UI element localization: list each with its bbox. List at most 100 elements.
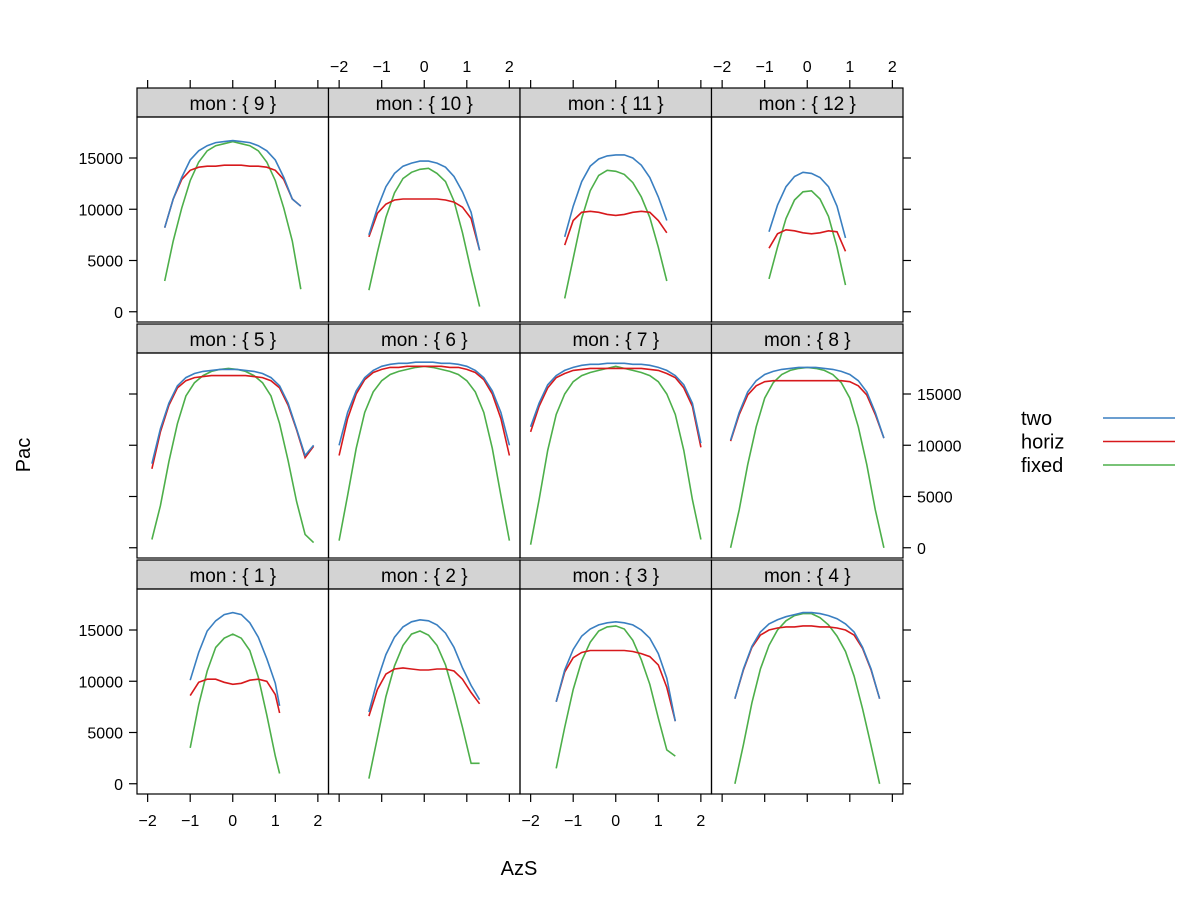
- panel-strip-label: mon : { 3 }: [572, 566, 659, 587]
- series-line-fixed: [189, 633, 281, 774]
- panel-strip-label: mon : { 5 }: [189, 330, 276, 351]
- x-tick-label-top: 1: [845, 59, 854, 76]
- panel-strip-label: mon : { 12 }: [759, 94, 856, 115]
- panel-strip: [136, 323, 330, 354]
- x-tick-label-top: 0: [803, 59, 812, 76]
- panel-strip: [327, 559, 521, 590]
- panel-strip-label: mon : { 10 }: [376, 94, 473, 115]
- panel-strip: [136, 559, 330, 590]
- panel-frame: [710, 352, 904, 559]
- series-line-two: [368, 160, 481, 251]
- series-line-fixed: [368, 630, 480, 779]
- series-line-horiz: [189, 678, 281, 714]
- panel-strip: [519, 323, 713, 354]
- panel-strip-label: mon : { 2 }: [381, 566, 468, 587]
- x-axis-label: AzS: [501, 858, 538, 880]
- series-line-fixed: [563, 169, 668, 299]
- panel-strip: [710, 559, 904, 590]
- panel-strip-label: mon : { 1 }: [189, 566, 276, 587]
- x-tick-label-bottom: −2: [522, 813, 540, 830]
- x-tick-label-bottom: 1: [654, 813, 663, 830]
- series-line-horiz: [563, 210, 668, 246]
- series-line-fixed: [729, 366, 885, 548]
- series-line-two: [338, 361, 511, 446]
- series-line-fixed: [338, 365, 511, 541]
- y-tick-label-right: 5000: [917, 490, 953, 507]
- x-tick-label-bottom: 1: [271, 813, 280, 830]
- panel: mon : { 4 }: [710, 559, 904, 795]
- series-line-fixed: [768, 189, 847, 286]
- series-line-fixed: [368, 167, 481, 307]
- series-line-two: [151, 368, 315, 464]
- panel-strip-label: mon : { 7 }: [572, 330, 659, 351]
- series-line-horiz: [555, 649, 677, 722]
- series-line-two: [189, 611, 281, 707]
- y-tick-label-left: 15000: [79, 623, 124, 640]
- x-tick-label-top: 2: [505, 59, 514, 76]
- series-line-two: [768, 171, 847, 239]
- x-tick-label-bottom: −1: [564, 813, 582, 830]
- legend-label-fixed: fixed: [1021, 455, 1063, 477]
- series-line-two: [563, 154, 668, 238]
- series-line-fixed: [163, 140, 302, 290]
- x-tick-label-top: 1: [462, 59, 471, 76]
- x-tick-label-bottom: −2: [139, 813, 157, 830]
- series-line-fixed: [151, 367, 315, 544]
- panel-strip: [710, 323, 904, 354]
- series-line-horiz: [163, 164, 302, 228]
- x-tick-label-top: 2: [888, 59, 897, 76]
- y-tick-label-left: 5000: [87, 726, 123, 743]
- panel-frame: [136, 588, 330, 795]
- y-tick-label-left: 15000: [79, 151, 124, 168]
- panel-strip: [710, 87, 904, 118]
- x-tick-label-top: −1: [373, 59, 391, 76]
- series-line-two: [555, 620, 677, 722]
- series-line-two: [163, 139, 302, 228]
- panel: mon : { 1 }: [136, 559, 330, 795]
- panel-strip-label: mon : { 4 }: [764, 566, 851, 587]
- panel-frame: [519, 116, 713, 323]
- series-line-horiz: [729, 379, 885, 442]
- x-tick-label-top: −2: [330, 59, 348, 76]
- y-tick-label-right: 10000: [917, 438, 962, 455]
- series-line-fixed: [555, 625, 676, 769]
- y-tick-label-left: 10000: [79, 674, 124, 691]
- panel-strip-label: mon : { 6 }: [381, 330, 468, 351]
- x-tick-label-bottom: 0: [228, 813, 237, 830]
- panel: mon : { 7 }: [519, 323, 713, 559]
- y-tick-label-left: 5000: [87, 254, 123, 271]
- panel: mon : { 6 }: [327, 323, 521, 559]
- y-tick-label-left: 0: [114, 305, 123, 322]
- series-line-fixed: [529, 365, 702, 545]
- panel-strip: [327, 323, 521, 354]
- panel: mon : { 11 }: [519, 87, 713, 323]
- series-line-horiz: [151, 374, 315, 469]
- panel-strip-label: mon : { 9 }: [189, 94, 276, 115]
- legend-label-horiz: horiz: [1021, 432, 1064, 454]
- series-line-horiz: [368, 198, 481, 251]
- axes-layer: −2 −1 0 1 2 −2 −1 0 1 2 −2 −1 0 1 2 −2 −1 0 1 2 0 5000 10000 15…: [79, 59, 962, 830]
- x-tick-label-top: 0: [420, 59, 429, 76]
- x-tick-label-top: −1: [756, 59, 774, 76]
- panel: mon : { 3 }: [519, 559, 713, 795]
- series-line-two: [734, 611, 881, 699]
- series-line-horiz: [338, 365, 511, 456]
- series-line-horiz: [529, 367, 702, 448]
- series-line-horiz: [768, 228, 847, 252]
- panel: mon : { 9 }: [136, 87, 330, 323]
- x-tick-label-bottom: 0: [611, 813, 620, 830]
- x-tick-label-bottom: −1: [181, 813, 199, 830]
- series-line-fixed: [734, 612, 881, 784]
- y-tick-label-right: 0: [917, 541, 926, 558]
- legend-label-two: two: [1021, 408, 1052, 430]
- y-tick-label-right: 15000: [917, 387, 962, 404]
- panel-frame: [136, 352, 330, 559]
- series-line-horiz: [734, 625, 881, 699]
- x-tick-label-top: −2: [713, 59, 731, 76]
- panel: mon : { 8 }: [710, 323, 904, 559]
- panel-strip-label: mon : { 8 }: [764, 330, 851, 351]
- panel-strip-label: mon : { 11 }: [568, 94, 664, 115]
- series-line-two: [529, 362, 702, 444]
